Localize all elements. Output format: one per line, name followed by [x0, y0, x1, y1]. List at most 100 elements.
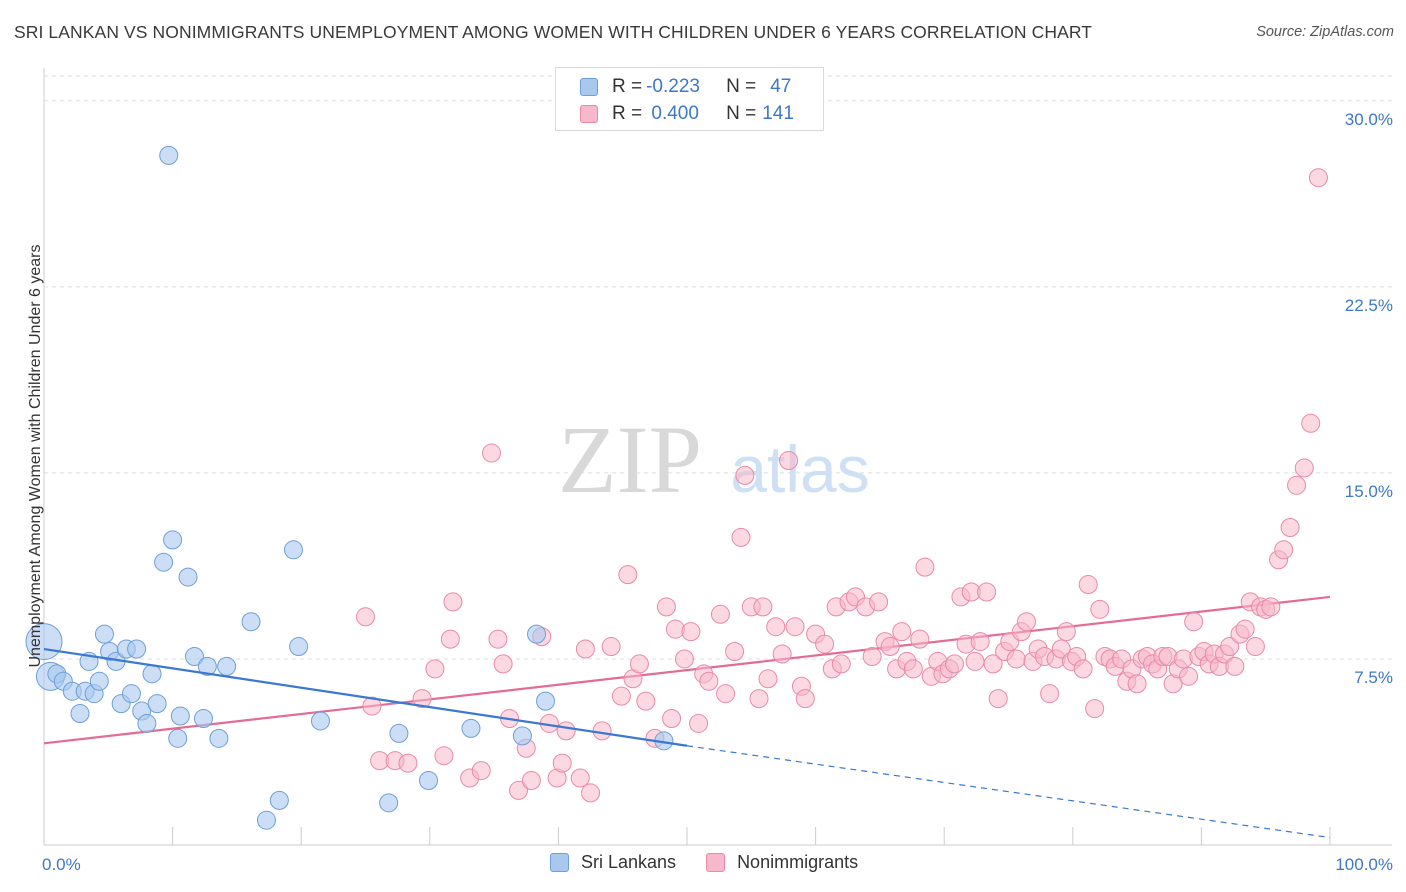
nonimmigrant-point [618, 565, 638, 585]
nonimmigrant-point [862, 646, 882, 666]
nonimmigrant-point [1040, 684, 1060, 704]
sri-lankan-point [94, 624, 114, 644]
nonimmigrant-point [1056, 622, 1076, 642]
sri-lankan-point [241, 612, 261, 632]
nonimmigrant-point [581, 783, 601, 803]
y-tick-label: 22.5% [1345, 296, 1393, 315]
nonimmigrant-point [795, 689, 815, 709]
nonimmigrant-point [758, 669, 778, 689]
legend-row-sri-lankans: R = -0.223 N = 47 [580, 76, 791, 98]
nonimmigrant-point [915, 557, 935, 577]
legend-item-sri-lankans[interactable]: Sri Lankans [550, 852, 676, 873]
legend-item-nonimmigrants[interactable]: Nonimmigrants [706, 852, 858, 873]
sri-lankan-point [310, 711, 330, 731]
nonimmigrant-point [1235, 619, 1255, 639]
series-legend: Sri Lankans Nonimmigrants [550, 852, 888, 873]
sri-lankan-point [163, 530, 183, 550]
sri-lankan-point [184, 646, 204, 666]
sri-lankan-point [217, 656, 237, 676]
sri-lankan-point [536, 691, 556, 711]
nonimmigrant-point [699, 671, 719, 691]
nonimmigrant-point [1294, 458, 1314, 478]
correlation-legend: R = -0.223 N = 47 R = 0.400 N = 141 [555, 67, 824, 131]
nonimmigrant-point [944, 654, 964, 674]
nonimmigrant-point [1220, 637, 1240, 657]
y-axis-label: Unemployment Among Women with Children U… [27, 244, 44, 668]
sri-lankan-point [89, 671, 109, 691]
x-tick-label: 0.0% [42, 855, 81, 874]
sri-lankan-point [142, 664, 162, 684]
nonimmigrant-point [662, 708, 682, 728]
nonimmigrant-point [575, 639, 595, 659]
sri-lankan-point [527, 624, 547, 644]
nonimmigrant-point [611, 686, 631, 706]
legend-row-nonimmigrants: R = 0.400 N = 141 [580, 103, 794, 125]
nonimmigrant-point [1308, 168, 1328, 188]
sri-lankan-point [419, 771, 439, 791]
n-value: 47 [770, 76, 792, 97]
nonimmigrant-point [731, 527, 751, 547]
nonimmigrant-point [440, 629, 460, 649]
sri-lankan-point [147, 694, 167, 714]
nonimmigrant-point [749, 689, 769, 709]
nonimmigrant-point [636, 691, 656, 711]
nonimmigrant-point [1280, 517, 1300, 537]
chart-title: SRI LANKAN VS NONIMMIGRANTS UNEMPLOYMENT… [14, 22, 1093, 42]
nonimmigrant-point [779, 451, 799, 470]
legend-label: Sri Lankans [581, 852, 677, 872]
nonimmigrant-point [892, 622, 912, 642]
sri-lankans-swatch [580, 78, 598, 96]
nonimmigrant-point [425, 659, 445, 679]
nonimmigrant-point [552, 753, 572, 773]
sri-lankans-swatch [550, 853, 569, 872]
n-value: 141 [762, 103, 794, 124]
nonimmigrant-point [1127, 674, 1147, 694]
nonimmigrant-point [725, 642, 745, 662]
tick-labels: 7.5% 15.0% 22.5% 30.0% 0.0% 100.0% [42, 110, 1393, 874]
nonimmigrant-point [443, 592, 463, 612]
sri-lankan-point [193, 708, 213, 728]
nonimmigrant-point [592, 721, 612, 741]
sri-lankan-point [209, 728, 229, 748]
gridlines [44, 75, 1392, 660]
r-value: 0.400 [646, 103, 699, 124]
sri-lankan-point [379, 793, 399, 813]
nonimmigrant-point [735, 465, 755, 485]
r-label: R = [612, 103, 643, 124]
sri-lankan-point [159, 145, 179, 165]
y-tick-label: 7.5% [1354, 668, 1393, 687]
n-label: N = [726, 103, 757, 124]
nonimmigrant-point [521, 771, 541, 791]
nonimmigrant-point [1090, 599, 1110, 619]
y-tick-label: 30.0% [1345, 110, 1393, 129]
nonimmigrant-point [716, 684, 736, 704]
nonimmigrant-point [785, 617, 805, 637]
nonimmigrant-point [1006, 649, 1026, 669]
nonimmigrant-point [1287, 475, 1307, 495]
nonimmigrant-point [1184, 612, 1204, 632]
watermark-atlas: atlas [730, 432, 869, 506]
nonimmigrant-point [970, 632, 990, 652]
legend-label: Nonimmigrants [737, 852, 859, 872]
sri-lankan-point [154, 552, 174, 572]
sri-lankans-trend-extension [686, 745, 1331, 839]
nonimmigrant-point [766, 617, 786, 637]
nonimmigrant-point [681, 622, 701, 642]
nonimmigrant-point [656, 597, 676, 617]
nonimmigrant-point [482, 443, 502, 463]
r-value: -0.223 [646, 76, 700, 97]
sri-lankan-point [389, 723, 409, 743]
r-label: R = [612, 76, 643, 97]
nonimmigrant-point [629, 654, 649, 674]
nonimmigrant-point [965, 651, 985, 671]
trend-nonimmigrants [43, 595, 1331, 745]
nonimmigrant-point [988, 689, 1008, 709]
nonimmigrant-point [903, 659, 923, 679]
axes [43, 68, 1392, 846]
nonimmigrant-point [398, 753, 418, 773]
nonimmigrants-swatch [706, 853, 726, 872]
nonimmigrant-point [493, 654, 513, 674]
nonimmigrant-point [869, 592, 889, 612]
nonimmigrant-point [1017, 612, 1037, 632]
